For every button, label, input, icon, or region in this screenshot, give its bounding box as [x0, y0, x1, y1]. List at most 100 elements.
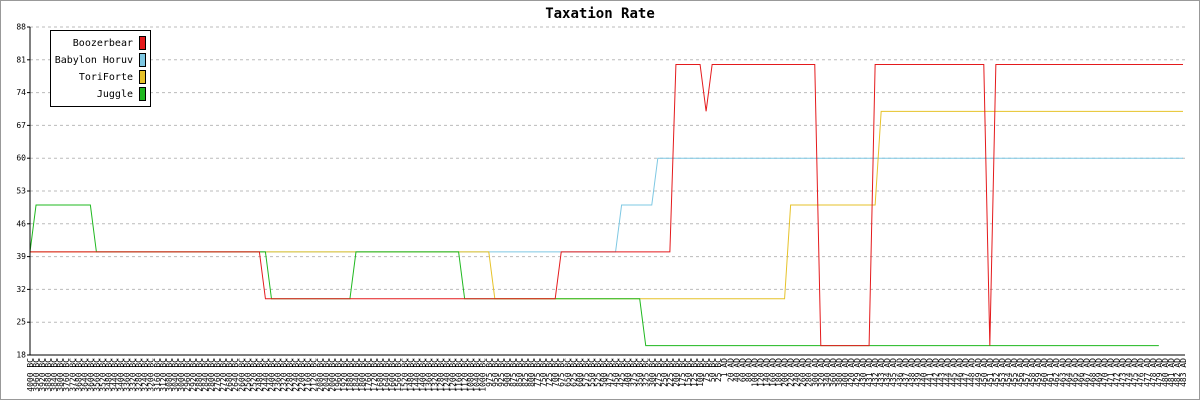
x-tick-label: 1600 BC: [388, 358, 397, 392]
legend-swatch: [139, 36, 146, 50]
x-tick-label: 1200 BC: [449, 358, 458, 392]
x-tick-label: 240 AD: [793, 358, 802, 387]
x-tick-label: 360 AD: [829, 358, 838, 387]
x-tick-label: 468 AD: [1088, 358, 1097, 387]
x-tick-label: 473 AD: [1119, 358, 1128, 387]
x-tick-label: 2400 BC: [267, 358, 276, 392]
legend-swatch: [139, 87, 146, 101]
x-tick-label: 4000 BC: [26, 358, 35, 392]
x-tick-label: 429 AD: [853, 358, 862, 387]
x-tick-label: 80 AD: [744, 358, 753, 382]
x-tick-label: 456 AD: [1016, 358, 1025, 387]
x-tick-label: 448 AD: [968, 358, 977, 387]
legend: Boozerbear Babylon Horuv ToriForte Juggle: [50, 30, 151, 107]
x-tick-label: 458 AD: [1028, 358, 1037, 387]
x-tick-label: 750 BC: [539, 358, 548, 387]
x-tick-label: 3120 BC: [159, 358, 168, 392]
x-tick-label: 459 AD: [1034, 358, 1043, 387]
x-tick-label: 700 BC: [551, 358, 560, 387]
x-tick-label: 3280 BC: [135, 358, 144, 392]
y-tick-label: 88: [16, 23, 26, 32]
y-tick-label: 81: [16, 55, 26, 64]
x-tick-label: 1320 BC: [430, 358, 439, 392]
x-tick-label: 435 AD: [889, 358, 898, 387]
x-tick-label: 3560 BC: [92, 358, 101, 392]
x-tick-label: 1480 BC: [406, 358, 415, 392]
x-tick-label: 441 AD: [925, 358, 934, 387]
x-tick-label: 2480 BC: [255, 358, 264, 392]
x-tick-label: 2840 BC: [201, 358, 210, 392]
x-tick-label: 2640 BC: [231, 358, 240, 392]
x-tick-label: 100 BC: [696, 358, 705, 387]
x-tick-label: 725 BC: [545, 358, 554, 387]
x-tick-label: 800 BC: [527, 358, 536, 387]
x-tick-label: 275 BC: [654, 358, 663, 387]
grid: [30, 26, 1185, 356]
y-tick-label: 25: [16, 318, 26, 327]
x-tick-label: 3800 BC: [56, 358, 65, 392]
x-tick-label: 1360 BC: [424, 358, 433, 392]
x-tick-label: 25 BC: [714, 358, 723, 382]
x-tick-label: 2960 BC: [183, 358, 192, 392]
x-tick-label: 350 BC: [636, 358, 645, 387]
x-tick-label: 575 BC: [581, 358, 590, 387]
y-tick-label: 32: [16, 285, 26, 294]
y-tick-label: 60: [16, 154, 26, 163]
x-tick-label: 300 AD: [811, 358, 820, 387]
x-tick-label: 454 AD: [1004, 358, 1013, 387]
x-tick-label: 3840 BC: [50, 358, 59, 392]
chart-title: Taxation Rate: [545, 6, 655, 22]
x-tick-label: 2360 BC: [274, 358, 283, 392]
x-tick-label: 470 AD: [1101, 358, 1110, 387]
x-tick-label: 444 AD: [944, 358, 953, 387]
x-tick-label: 1920 BC: [340, 358, 349, 392]
x-tick-label: 3200 BC: [147, 358, 156, 392]
x-tick-label: 2200 BC: [298, 358, 307, 392]
x-tick-label: 477 AD: [1143, 358, 1152, 387]
x-tick-label: 75 BC: [702, 358, 711, 382]
x-tick-label: 1720 BC: [370, 358, 379, 392]
y-tick-label: 67: [16, 121, 26, 130]
x-tick-label: 3000 BC: [177, 358, 186, 392]
legend-swatch: [139, 53, 146, 67]
x-tick-label: 462 AD: [1052, 358, 1061, 387]
x-tick-label: 465 AD: [1070, 358, 1079, 387]
x-tick-label: 975 BC: [485, 358, 494, 387]
x-tick-label: 1880 BC: [346, 358, 355, 392]
x-tick-label: 260 AD: [799, 358, 808, 387]
x-tick-label: 1680 BC: [376, 358, 385, 392]
x-tick-label: 925 BC: [497, 358, 506, 387]
x-tick-label: 500 BC: [599, 358, 608, 387]
x-tick-label: 325 BC: [642, 358, 651, 387]
x-tick-label: 439 AD: [913, 358, 922, 387]
x-tick-label: 3520 BC: [98, 358, 107, 392]
x-tick-label: 433 AD: [877, 358, 886, 387]
x-tick-label: 2680 BC: [225, 358, 234, 392]
x-tick-label: 825 BC: [521, 358, 530, 387]
x-tick-label: 3920 BC: [38, 358, 47, 392]
x-tick-label: 2160 BC: [304, 358, 313, 392]
x-tick-label: 250 BC: [660, 358, 669, 387]
x-tick-label: 1080 BC: [467, 358, 476, 392]
x-tick-label: 452 AD: [992, 358, 1001, 387]
x-tick-label: 380 AD: [835, 358, 844, 387]
x-tick-label: 160 AD: [769, 358, 778, 387]
x-tick-label: 1120 BC: [461, 358, 470, 392]
x-tick-label: 2280 BC: [286, 358, 295, 392]
x-tick-label: 440 AD: [919, 358, 928, 387]
x-tick-label: 140 AD: [762, 358, 771, 387]
x-tick-label: 450 AD: [980, 358, 989, 387]
x-tick-label: 425 BC: [618, 358, 627, 387]
x-tick-label: 446 AD: [956, 358, 965, 387]
x-tick-label: 50 BC: [708, 358, 717, 382]
x-tick-label: 449 AD: [974, 358, 983, 387]
x-tick-label: 461 AD: [1046, 358, 1055, 387]
y-tick-label: 53: [16, 187, 26, 196]
x-tick-label: 120 AD: [756, 358, 765, 387]
x-tick-label: 471 AD: [1107, 358, 1116, 387]
x-tick-label: 443 AD: [938, 358, 947, 387]
x-tick-label: 3040 BC: [171, 358, 180, 392]
